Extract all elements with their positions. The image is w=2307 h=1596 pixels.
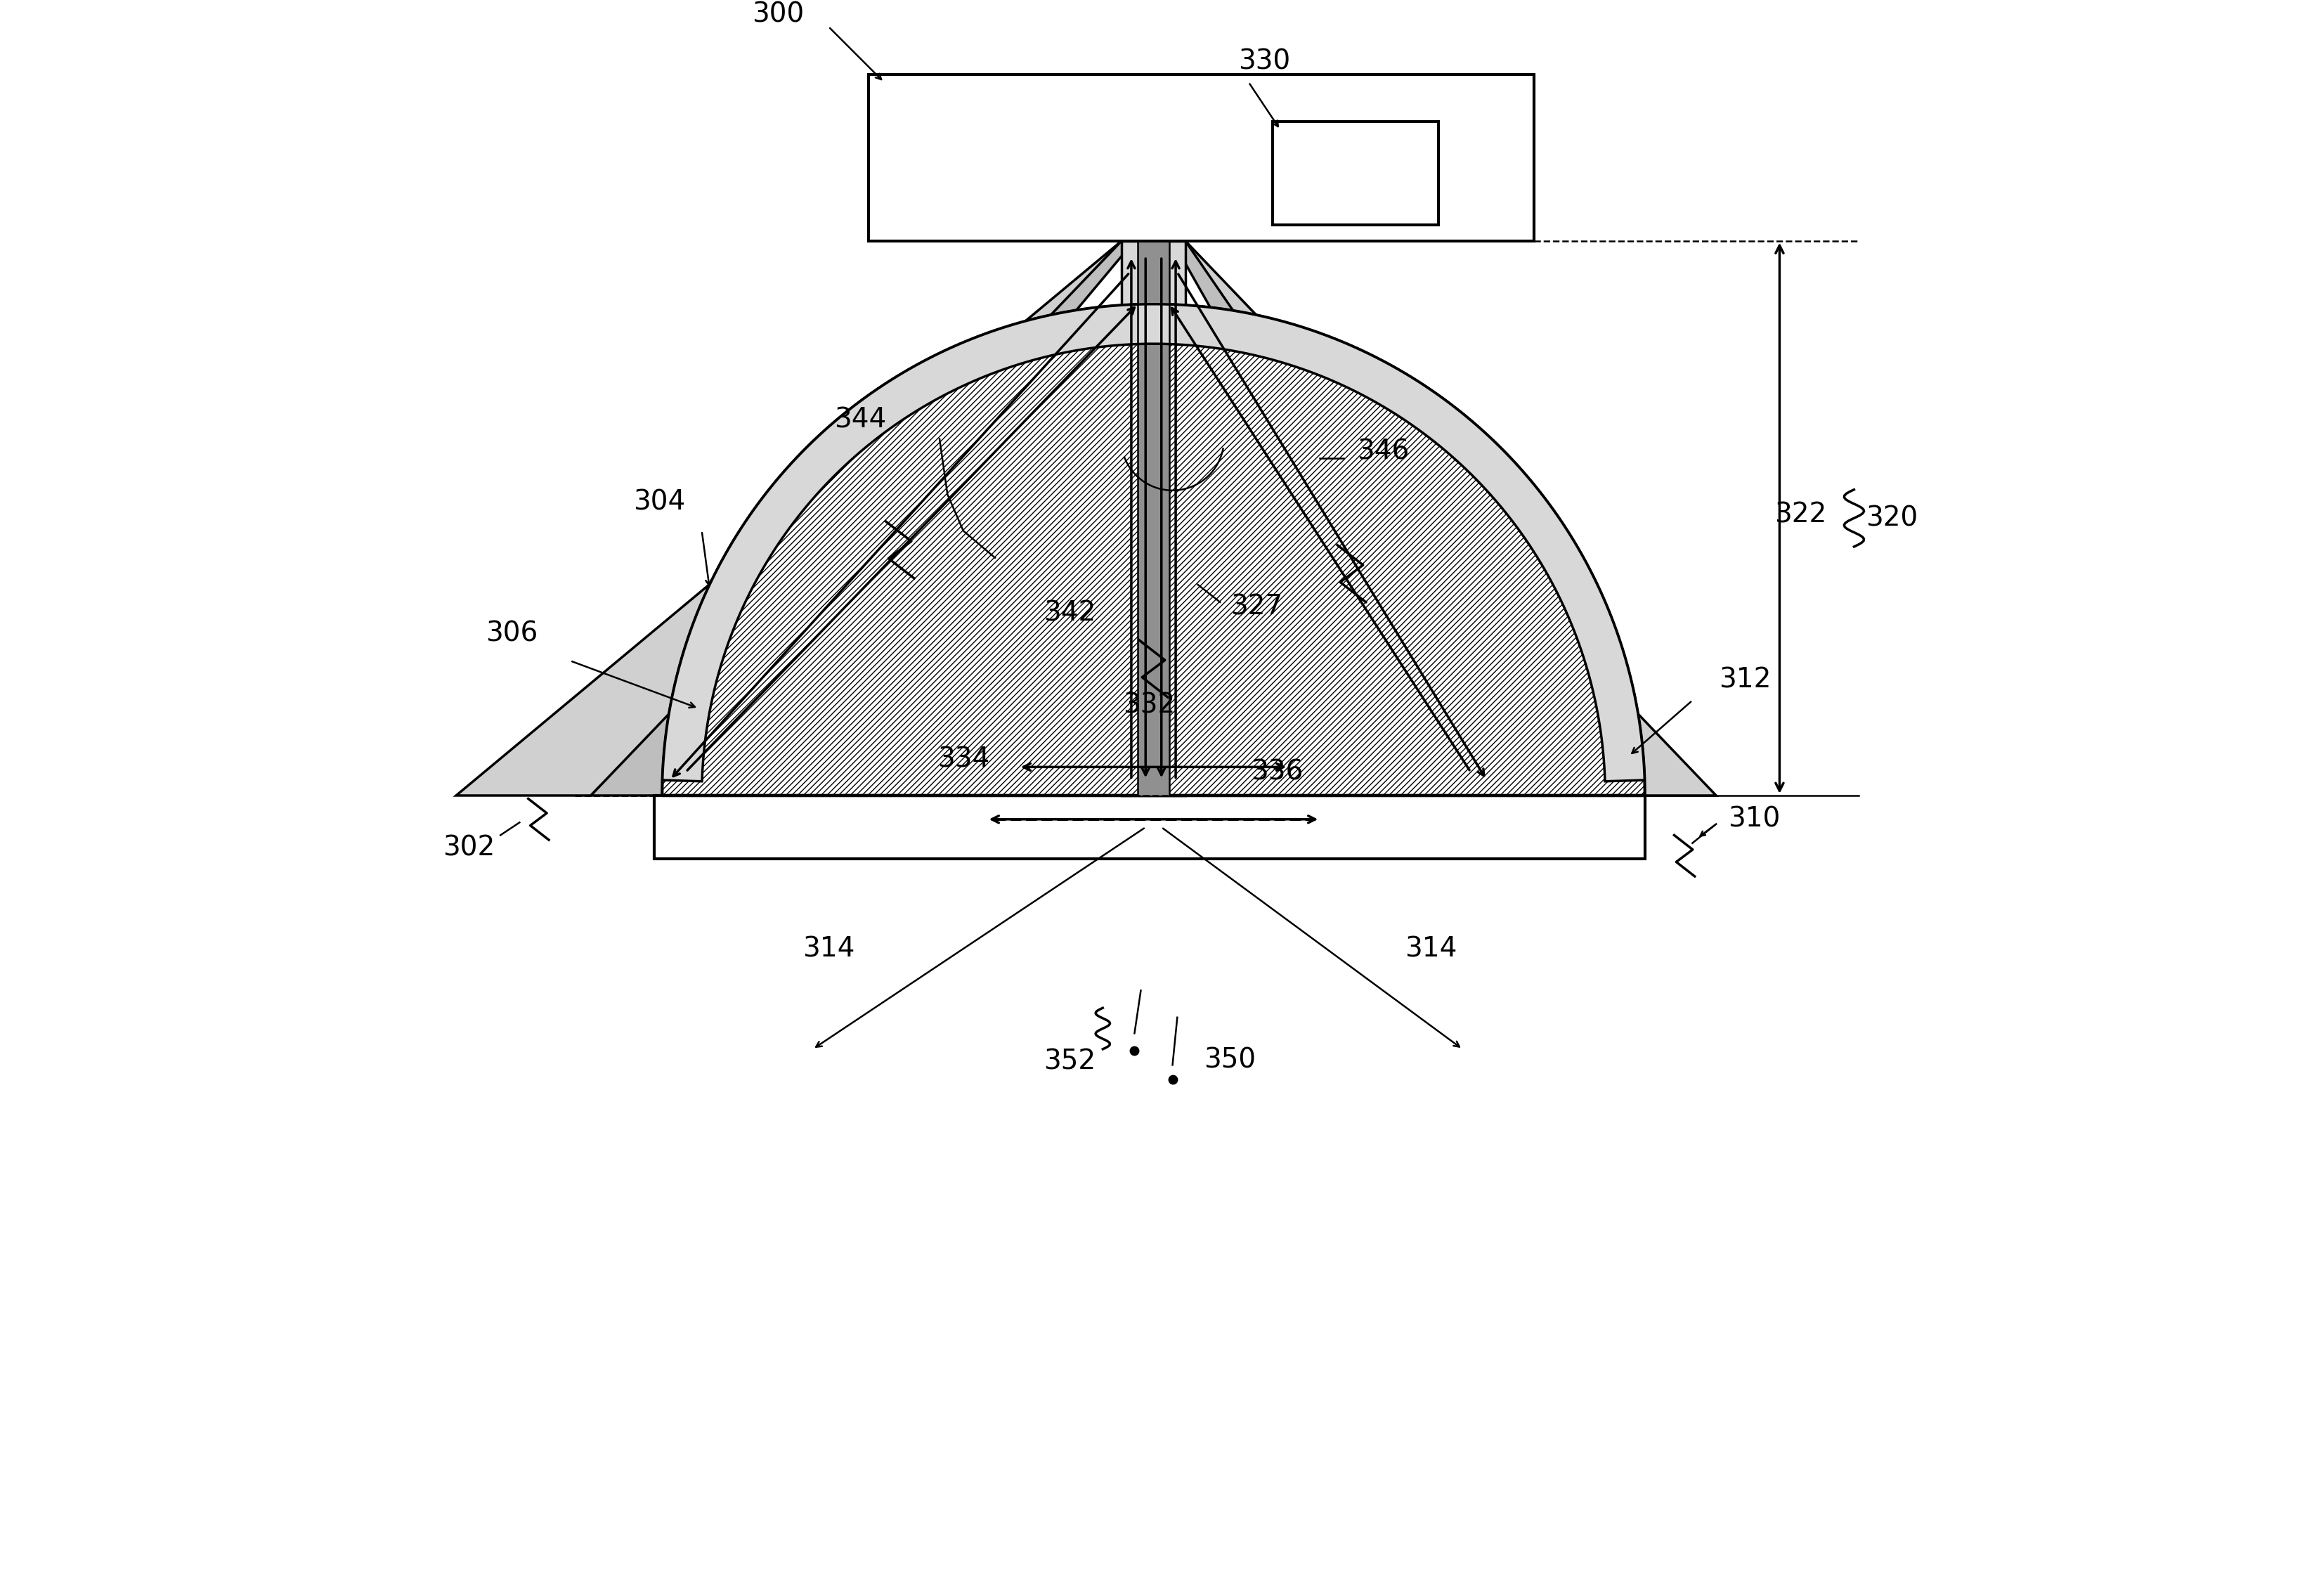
Polygon shape [591, 241, 1135, 795]
Text: 314: 314 [1405, 935, 1458, 962]
Text: 302: 302 [443, 835, 496, 862]
Text: 320: 320 [1866, 504, 1917, 531]
Text: 346: 346 [1357, 439, 1410, 464]
Text: 342: 342 [1043, 600, 1096, 627]
Text: 336: 336 [1250, 758, 1303, 785]
Polygon shape [1177, 241, 1716, 795]
Text: 310: 310 [1728, 806, 1781, 833]
Bar [1273, 121, 1440, 225]
Bar [867, 75, 1534, 241]
Text: 314: 314 [803, 935, 854, 962]
Text: 334: 334 [937, 745, 990, 772]
Bar [655, 795, 1645, 859]
Text: 322: 322 [1774, 501, 1827, 528]
Polygon shape [662, 305, 1645, 795]
Bar [1137, 241, 1170, 795]
Bar [1121, 241, 1186, 795]
Text: 352: 352 [1043, 1049, 1096, 1076]
Text: 330: 330 [1239, 48, 1290, 75]
Text: 332: 332 [1124, 691, 1174, 718]
Text: 344: 344 [835, 407, 886, 433]
Polygon shape [662, 305, 1645, 782]
Text: 312: 312 [1719, 667, 1772, 693]
Text: 350: 350 [1204, 1047, 1255, 1074]
Polygon shape [1172, 241, 1566, 795]
Text: 327: 327 [1230, 594, 1283, 621]
Polygon shape [457, 241, 1130, 795]
Text: 304: 304 [632, 488, 685, 516]
Text: 306: 306 [484, 621, 538, 648]
Text: 300: 300 [752, 0, 803, 27]
